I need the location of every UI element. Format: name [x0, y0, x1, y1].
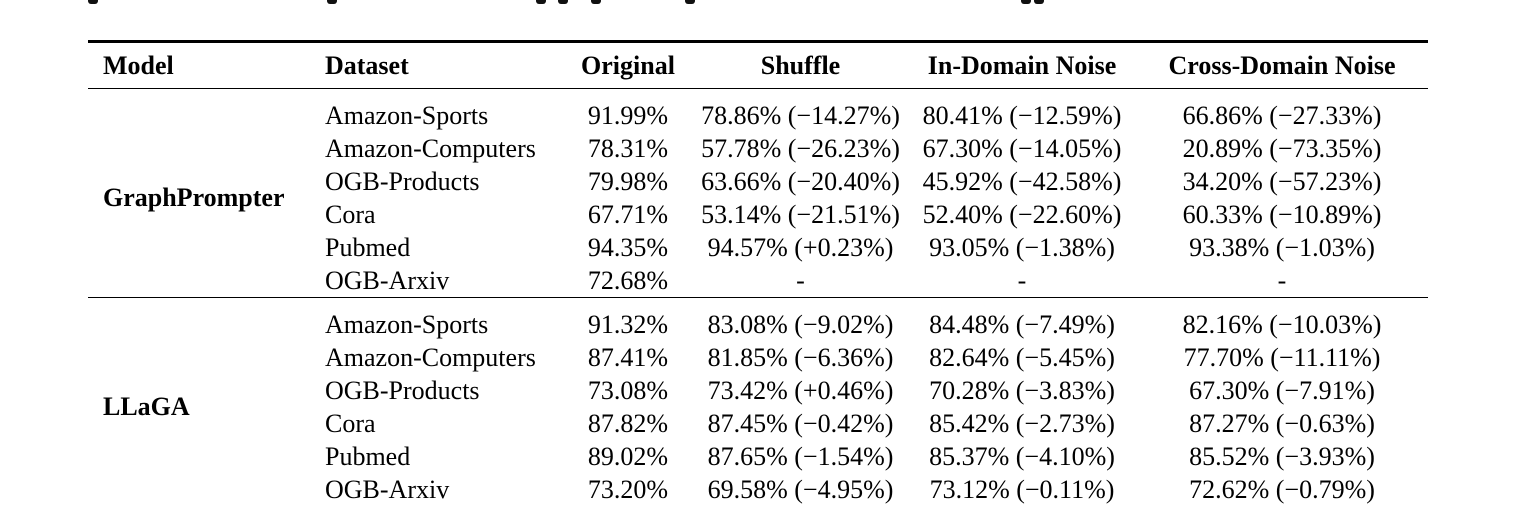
cell-original: 87.41%: [587, 342, 669, 372]
cell-cross-domain-noise: 93.38% (−1.03%): [1189, 232, 1375, 262]
cell-shuffle: 87.45% (−0.42%): [707, 408, 894, 438]
cell-original: 91.32%: [563, 297, 693, 341]
cell-dataset: Amazon-Sports: [325, 297, 563, 341]
cell-cross-domain-noise: 72.62% (−0.79%): [1189, 474, 1375, 504]
cell-shuffle: 53.14% (−21.51%): [701, 199, 900, 229]
cell-cross-domain-noise: 20.89% (−73.35%): [1182, 133, 1382, 163]
cell-cross-domain-noise: 85.52% (−3.93%): [1189, 441, 1375, 471]
caption-descender-mark: [88, 0, 98, 4]
header-row: Model Dataset Original Shuffle In-Domain…: [88, 41, 1428, 89]
results-table: Model Dataset Original Shuffle In-Domain…: [88, 40, 1428, 506]
cell-shuffle: 87.65% (−1.54%): [707, 441, 894, 471]
cell-in-domain-noise: 84.48% (−7.49%): [908, 297, 1136, 341]
column-header-shuffle: Shuffle: [693, 41, 908, 89]
caption-descender-mark: [536, 0, 546, 4]
caption-descender-mark: [685, 0, 695, 4]
caption-descender-mark: [327, 0, 337, 4]
caption-descender-mark: [591, 0, 601, 4]
cell-in-domain-noise: 80.41% (−12.59%): [922, 100, 1122, 130]
cell-shuffle: 81.85% (−6.36%): [707, 342, 894, 372]
cell-shuffle: 94.57% (+0.23%): [707, 232, 894, 262]
cell-dataset: Amazon-Computers: [325, 133, 536, 163]
cell-original: 72.68%: [587, 265, 669, 295]
table-row: OGB-Arxiv 72.68% - - -: [88, 264, 1428, 298]
cell-dataset: Cora: [325, 408, 376, 438]
cell-original: 73.08%: [587, 375, 669, 405]
cell-dataset: Amazon-Computers: [325, 342, 536, 372]
cell-in-domain-noise: 73.12% (−0.11%): [929, 474, 1115, 504]
cell-original: 67.71%: [587, 199, 669, 229]
cell-original: 78.31%: [587, 133, 669, 163]
cell-cross-domain-noise: 34.20% (−57.23%): [1182, 166, 1382, 196]
table-row: Pubmed 89.02% 87.65% (−1.54%) 85.37% (−4.10…: [88, 440, 1428, 473]
cell-in-domain-noise: 85.37% (−4.10%): [929, 441, 1115, 471]
cell-dataset: Amazon-Sports: [325, 100, 489, 130]
table-row: Cora 67.71% 53.14% (−21.51%) 52.40% (−22.60…: [88, 198, 1428, 231]
cell-shuffle: 63.66% (−20.40%): [701, 166, 900, 196]
model-name: LLaGA: [88, 297, 325, 506]
cell-dataset: Pubmed: [325, 232, 411, 262]
model-group: LLaGA Amazon-Sports 91.32% 83.08% (−9.02%) 8…: [88, 297, 1428, 506]
column-header-in-domain-noise: In-Domain Noise: [908, 41, 1136, 89]
caption-descender-mark: [1034, 0, 1044, 4]
cell-in-domain-noise: -: [1017, 265, 1027, 295]
cell-original: 87.82%: [587, 408, 669, 438]
table-row: Amazon-Computers 87.41% 81.85% (−6.36%) 82.…: [88, 341, 1428, 374]
cell-dataset: Pubmed: [325, 441, 411, 471]
cell-in-domain-noise: 45.92% (−42.58%): [922, 166, 1122, 196]
cell-dataset: OGB-Products: [325, 166, 480, 196]
column-header-model: Model: [88, 41, 325, 89]
model-group: GraphPrompter Amazon-Sports 91.99% 78.86% (…: [88, 89, 1428, 298]
table-row: Cora 87.82% 87.45% (−0.42%) 85.42% (−2.73%)…: [88, 407, 1428, 440]
cell-cross-domain-noise: 77.70% (−11.11%): [1183, 342, 1381, 372]
table-row: LLaGA Amazon-Sports 91.32% 83.08% (−9.02%) 8…: [88, 297, 1428, 506]
cell-original: 73.20%: [587, 474, 669, 504]
table-row: OGB-Products 73.08% 73.42% (+0.46%) 70.28% …: [88, 374, 1428, 407]
cell-cross-domain-noise: 60.33% (−10.89%): [1182, 199, 1382, 229]
cell-shuffle: 57.78% (−26.23%): [701, 133, 900, 163]
cell-original: 94.35%: [587, 232, 669, 262]
cell-in-domain-noise: 93.05% (−1.38%): [929, 232, 1115, 262]
cell-shuffle: 78.86% (−14.27%): [701, 100, 900, 130]
caption-descender-mark: [558, 0, 568, 4]
caption-descender-mark: [1021, 0, 1031, 4]
cell-dataset: OGB-Arxiv: [325, 474, 450, 504]
cell-in-domain-noise: 52.40% (−22.60%): [922, 199, 1122, 229]
table-row: GraphPrompter Amazon-Sports 91.99% 78.86% (…: [88, 89, 1428, 213]
column-header-dataset: Dataset: [325, 41, 563, 89]
table-row: OGB-Arxiv 73.20% 69.58% (−4.95%) 73.12% (−0…: [88, 473, 1428, 506]
table-row: Pubmed 94.35% 94.57% (+0.23%) 93.05% (−1.38…: [88, 231, 1428, 264]
model-name: GraphPrompter: [103, 183, 285, 212]
cell-shuffle: 73.42% (+0.46%): [707, 375, 894, 405]
cell-in-domain-noise: 82.64% (−5.45%): [929, 342, 1115, 372]
cell-in-domain-noise: 67.30% (−14.05%): [922, 133, 1122, 163]
column-header-original: Original: [563, 41, 693, 89]
cell-cross-domain-noise: 67.30% (−7.91%): [1189, 375, 1375, 405]
table-row: OGB-Products 79.98% 63.66% (−20.40%) 45.92%…: [88, 165, 1428, 198]
cell-dataset: OGB-Arxiv: [325, 265, 450, 295]
cell-dataset: Cora: [325, 199, 376, 229]
cell-cross-domain-noise: 87.27% (−0.63%): [1189, 408, 1375, 438]
cell-original: 89.02%: [587, 441, 669, 471]
table-header: Model Dataset Original Shuffle In-Domain…: [88, 41, 1428, 89]
cell-cross-domain-noise: 66.86% (−27.33%): [1182, 100, 1382, 130]
cell-shuffle: 83.08% (−9.02%): [693, 297, 908, 341]
cell-dataset: OGB-Products: [325, 375, 480, 405]
cell-original: 79.98%: [587, 166, 669, 196]
table-row: Amazon-Computers 78.31% 57.78% (−26.23%) 67…: [88, 132, 1428, 165]
cell-shuffle: -: [796, 265, 805, 295]
cell-shuffle: 69.58% (−4.95%): [707, 474, 894, 504]
cell-original: 91.99%: [587, 100, 669, 130]
cell-in-domain-noise: 70.28% (−3.83%): [929, 375, 1115, 405]
cell-in-domain-noise: 85.42% (−2.73%): [929, 408, 1115, 438]
cell-cross-domain-noise: -: [1277, 265, 1287, 295]
column-header-cross-domain-noise: Cross-Domain Noise: [1136, 41, 1428, 89]
cell-cross-domain-noise: 82.16% (−10.03%): [1136, 297, 1428, 341]
